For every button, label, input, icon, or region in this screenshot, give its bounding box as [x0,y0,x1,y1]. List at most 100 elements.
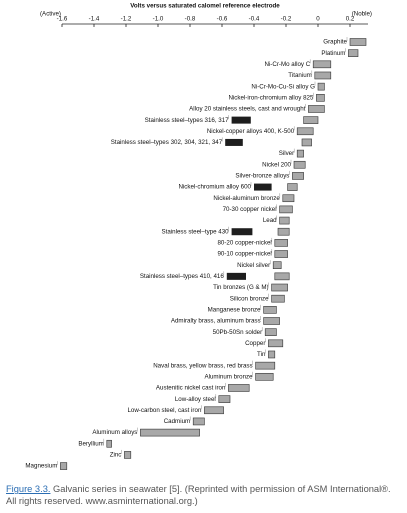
left-label: (Active) [40,11,61,18]
category-label: Silver [279,150,294,157]
range-bar [317,82,325,91]
category-label: Silicon bronze [230,295,269,302]
category-label: Austenitic nickel cast iron [156,385,226,392]
range-bar [106,439,112,448]
category-label: Ni-Cr-Mo alloy C [264,61,310,68]
active-range-bar [231,228,253,236]
category-label: Zinc [110,452,122,459]
range-bar [296,127,314,136]
category-label: Nickel 200 [262,161,291,168]
range-bar [268,339,284,348]
active-range-bar [231,116,251,124]
category-label: Lead [263,217,277,224]
x-tick-label: -1.2 [121,16,132,23]
category-label: Low-carbon steel, cast iron [127,407,202,414]
range-bar [308,105,325,113]
category-label: Low-alloy steel [175,396,216,403]
x-tick-label: -0.6 [217,16,228,23]
x-tick-label: -0.4 [249,16,260,23]
caption-text: Galvanic series in seawater [5]. (Reprin… [6,484,391,506]
caption: Figure 3.3. Galvanic series in seawater … [6,483,401,507]
range-bar [263,306,277,314]
category-label: Magnesium [25,463,57,470]
category-label: Graphite [323,39,347,46]
chart: Volts versus saturated calomel reference… [25,3,372,470]
range-bar [263,317,280,325]
range-bar [293,160,306,169]
range-bar [277,227,290,236]
category-label: Nickel-iron-chromium alloy 825 [228,94,313,101]
range-bar [272,261,282,270]
category-label: Stainless steel–type 430 [162,228,230,235]
active-range-bar [225,138,243,146]
x-tick-label: 0.2 [346,16,355,23]
category-label: Nickel-copper alloys 400, K-500 [207,128,295,135]
range-bar [60,462,68,470]
category-label: Tin bronzes (G & M) [213,284,268,291]
range-bar [255,372,274,381]
range-bar [348,49,359,57]
category-label: Alloy 20 stainless steels, cast and wrou… [189,106,306,113]
range-bar [282,194,295,203]
range-bar [287,183,298,191]
category-label: 80-20 copper-nickel [217,240,271,247]
x-tick-label: 0 [316,16,320,23]
range-bar [279,216,290,225]
category-label: 90-10 copper-nickel [217,251,271,258]
category-label: Cadmium [164,418,190,425]
category-label: Stainless steel–types 316, 317 [145,117,229,124]
category-label: 50Pb-50Sn solder [213,329,263,336]
category-label: Nickel-aluminum bronze [213,195,280,202]
range-bar [303,116,319,124]
range-bar [296,149,304,158]
category-label: Titanium [288,72,312,79]
category-label: Copper [245,340,265,347]
range-bar [301,138,312,147]
category-label: 70-30 copper nickel [223,206,277,213]
category-label: Aluminum alloys [92,429,137,436]
category-label: Admiralty brass, aluminum brass [171,318,261,325]
right-label: (Noble) [352,11,372,18]
category-label: Tin [257,351,266,358]
category-label: Stainless steel–types 302, 304, 321, 347 [111,139,223,146]
range-bar [274,250,288,258]
category-label: Stainless steel–types 410, 416 [140,273,224,280]
category-label: Manganese bronze [208,306,262,313]
range-bar [312,60,332,69]
active-range-bar [226,272,246,280]
category-label: Ni-Cr-Mo-Cu-Si alloy G [251,83,315,90]
range-bar [316,94,325,102]
range-bar [279,205,293,214]
active-range-bar [254,183,272,191]
range-bar [124,451,132,459]
category-label: Nickel-chromium alloy 600 [178,184,251,191]
category-label: Aluminum bronze [204,373,253,380]
x-tick-label: -1.0 [153,16,164,23]
range-bar [192,417,205,426]
x-tick-label: -1.4 [89,16,100,23]
x-tick-label: -1.6 [57,16,68,23]
category-label: Naval brass, yellow brass, red brass [153,362,252,369]
category-label: Platinum [321,50,345,57]
range-bar [264,328,277,336]
range-bar [204,406,224,415]
range-bar [140,428,200,437]
category-label: Silver-bronze alloys [235,173,289,180]
range-bar [274,239,288,247]
range-bar [255,361,276,370]
category-label: Beryllium [78,440,103,447]
caption-label: Figure 3.3. [6,484,51,494]
range-bar [268,350,276,359]
range-bar [292,172,304,180]
range-bar [271,294,285,303]
range-bar [218,395,231,403]
chart-title: Volts versus saturated calomel reference… [130,3,280,10]
range-bar [271,283,288,292]
category-label: Nickel silver [237,262,270,269]
x-tick-label: -0.2 [281,16,292,23]
range-bar [349,38,367,46]
range-bar [314,71,332,80]
x-tick-label: -0.8 [185,16,196,23]
